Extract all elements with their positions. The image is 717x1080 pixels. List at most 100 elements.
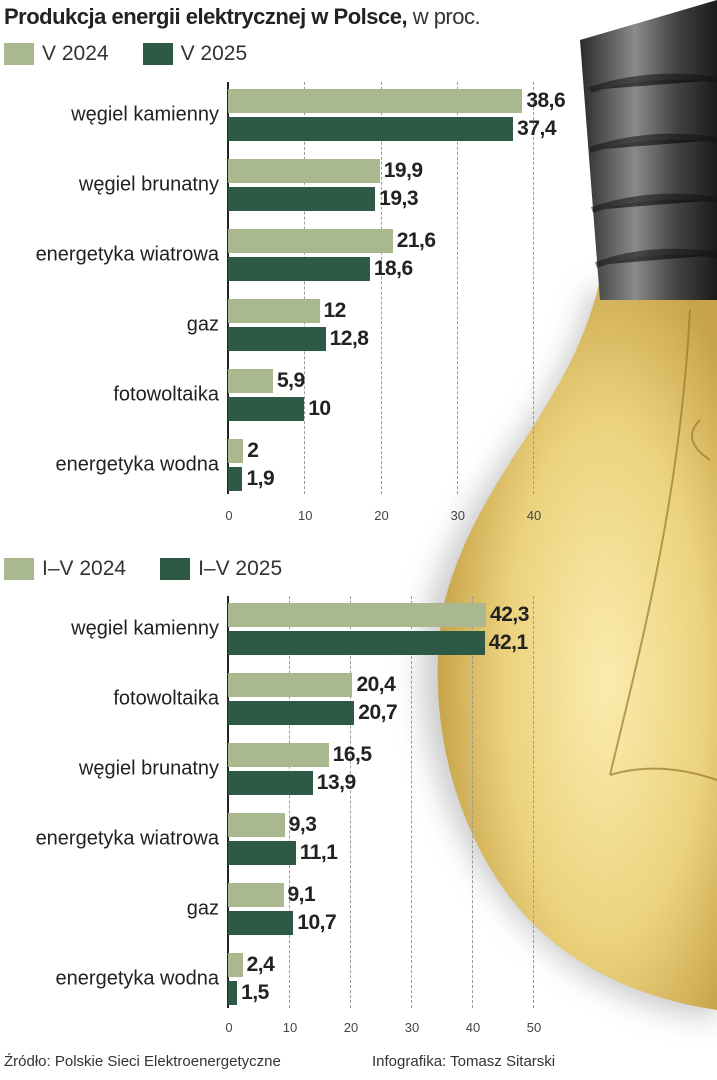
category-label: energetyka wodna	[55, 453, 219, 476]
legend-swatch	[160, 558, 191, 580]
bar	[228, 159, 380, 183]
legend-label: I–V 2024	[42, 557, 127, 580]
data-label: 20,7	[358, 701, 398, 724]
gridline	[411, 596, 412, 1008]
gridline	[456, 82, 458, 494]
category-label: gaz	[186, 897, 219, 920]
bar	[228, 883, 284, 907]
bar	[228, 631, 485, 655]
legend-item: I–V 2024	[4, 557, 126, 581]
legend-swatch	[4, 43, 34, 65]
category-label: węgiel kamienny	[71, 617, 219, 640]
category-label: węgiel kamienny	[71, 103, 219, 126]
bar	[228, 743, 329, 767]
x-tick-label: 20	[343, 1020, 359, 1035]
bar	[228, 89, 523, 113]
category-label: energetyka wodna	[55, 967, 219, 990]
legend-item: I–V 2025	[160, 557, 282, 581]
chart-legend: V 2024 V 2025	[4, 42, 281, 66]
x-tick-label: 40	[465, 1020, 481, 1035]
legend-item: V 2024	[4, 42, 109, 66]
data-label: 10,7	[297, 911, 337, 934]
bar	[228, 397, 305, 421]
bar	[228, 771, 313, 795]
legend-swatch	[142, 43, 173, 65]
category-label: węgiel brunatny	[78, 173, 219, 196]
x-tick-label: 10	[298, 508, 313, 523]
bar	[228, 117, 514, 141]
source-note: Źródło: Polskie Sieci Elektroenergetyczn…	[4, 1053, 281, 1070]
data-label: 1,9	[246, 467, 275, 490]
x-tick-label: 50	[526, 1020, 542, 1035]
y-axis-line	[227, 596, 229, 1008]
legend-swatch	[4, 558, 34, 580]
x-tick-label: 0	[225, 1020, 233, 1035]
category-label: fotowoltaika	[113, 383, 219, 406]
gridline	[304, 82, 306, 494]
bar	[228, 299, 320, 323]
category-label: fotowoltaika	[113, 687, 219, 710]
data-label: 18,6	[373, 257, 413, 280]
data-label: 5,9	[276, 369, 305, 392]
data-label: 1,5	[241, 981, 269, 1004]
data-label: 2,4	[246, 953, 275, 976]
bar	[228, 841, 296, 865]
gridline	[380, 82, 382, 494]
bar	[228, 327, 326, 351]
category-label: gaz	[186, 313, 219, 336]
category-label: węgiel brunatny	[78, 757, 219, 780]
bar	[228, 187, 376, 211]
legend-label: V 2024	[42, 42, 109, 65]
chart-legend: I–V 2024 I–V 2025	[4, 557, 316, 581]
bar	[228, 439, 244, 463]
gridline	[533, 82, 534, 494]
credit-note: Infografika: Tomasz Sitarski	[372, 1053, 556, 1070]
bar	[228, 701, 355, 725]
gridline	[289, 596, 290, 1008]
x-tick-label: 30	[404, 1020, 420, 1035]
bar	[228, 603, 487, 627]
gridline	[350, 596, 351, 1008]
category-label: energetyka wiatrowa	[35, 827, 219, 850]
data-label: 13,9	[316, 771, 356, 794]
bar	[228, 953, 243, 977]
data-label: 2	[247, 439, 259, 462]
data-label: 19,3	[379, 187, 419, 210]
data-label: 38,6	[526, 89, 566, 112]
x-tick-label: 30	[450, 508, 465, 523]
x-tick-label: 40	[526, 508, 542, 523]
chart-title: Produkcja energii elektrycznej w Polsce,…	[4, 4, 481, 30]
bar	[228, 229, 393, 253]
data-label: 11,1	[299, 841, 338, 864]
bar	[228, 257, 370, 281]
data-label: 12	[323, 299, 347, 322]
data-label: 21,6	[396, 229, 436, 252]
x-tick-label: 20	[374, 508, 389, 523]
data-label: 9,3	[288, 813, 317, 836]
data-label: 12,8	[329, 327, 369, 350]
data-label: 10	[308, 397, 331, 420]
data-label: 16,5	[332, 743, 372, 766]
gridline	[533, 596, 534, 1008]
legend-label: I–V 2025	[198, 557, 283, 580]
y-axis-line	[227, 82, 229, 494]
bar	[228, 467, 243, 491]
data-label: 42,1	[488, 631, 528, 654]
title-unit: w proc.	[407, 4, 481, 29]
data-label: 20,4	[356, 673, 396, 696]
bar	[228, 911, 294, 935]
data-label: 37,4	[517, 117, 557, 140]
legend-item: V 2025	[142, 42, 248, 66]
data-label: 19,9	[383, 159, 423, 182]
data-label: 42,3	[490, 603, 529, 626]
x-tick-label: 0	[225, 508, 233, 523]
bar	[228, 981, 238, 1005]
bar	[228, 673, 353, 697]
bar	[228, 813, 285, 837]
gridline	[472, 596, 473, 1008]
legend-label: V 2025	[180, 42, 248, 65]
category-label: energetyka wiatrowa	[35, 243, 219, 266]
title-main: Produkcja energii elektrycznej w Polsce,	[4, 4, 408, 29]
